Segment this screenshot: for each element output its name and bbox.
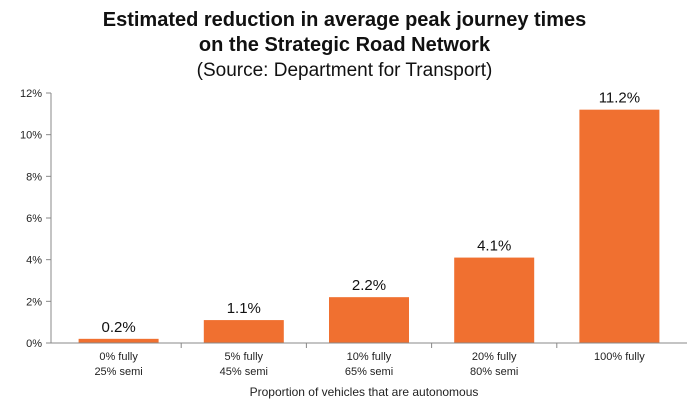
x-axis: 0% fully 25% semi 5% fully 45% semi 10% full…: [51, 342, 687, 378]
x-category-label: 100% fully: [594, 351, 645, 363]
bar: [78, 338, 159, 343]
y-tick-label: 0%: [26, 338, 42, 350]
bar: [203, 320, 284, 343]
x-category-label: 0% fully: [99, 351, 138, 363]
x-category-label: 80% semi: [470, 366, 518, 378]
y-tick-label: 10%: [20, 130, 42, 142]
y-tick-label: 2%: [26, 296, 42, 308]
x-category-label: 5% fully: [225, 351, 264, 363]
chart-subtitle: (Source: Department for Transport): [196, 60, 493, 81]
bar-data-label: 4.1%: [477, 238, 511, 255]
x-category-label: 20% fully: [472, 351, 517, 363]
bar: [454, 257, 535, 343]
y-tick-label: 12%: [20, 88, 42, 100]
x-category-label: 45% semi: [220, 366, 268, 378]
bar-data-label: 1.1%: [227, 300, 261, 317]
chart-title-block: Estimated reduction in average peak jour…: [0, 8, 689, 83]
y-axis: 0% 2% 4% 6% 8% 10% 12%: [20, 88, 52, 350]
chart-title-line-2: on the Strategic Road Network: [198, 34, 491, 56]
bar-data-label: 11.2%: [599, 90, 640, 107]
y-tick-label: 6%: [26, 213, 42, 225]
bars: [78, 109, 660, 344]
x-category-label: 25% semi: [94, 366, 142, 378]
data-labels: 0.2% 1.1% 2.2% 4.1% 11.2%: [101, 90, 640, 336]
bar-data-label: 0.2%: [101, 319, 135, 336]
bar: [579, 109, 660, 344]
x-category-label: 10% fully: [347, 351, 392, 363]
y-tick-label: 8%: [26, 171, 42, 183]
bar-data-label: 2.2%: [352, 277, 386, 294]
x-category-label: 65% semi: [345, 366, 393, 378]
x-axis-title: Proportion of vehicles that are autonomo…: [250, 385, 479, 399]
chart-title-line-1: Estimated reduction in average peak jour…: [102, 9, 587, 31]
bar: [329, 297, 409, 343]
y-tick-label: 4%: [26, 255, 42, 267]
